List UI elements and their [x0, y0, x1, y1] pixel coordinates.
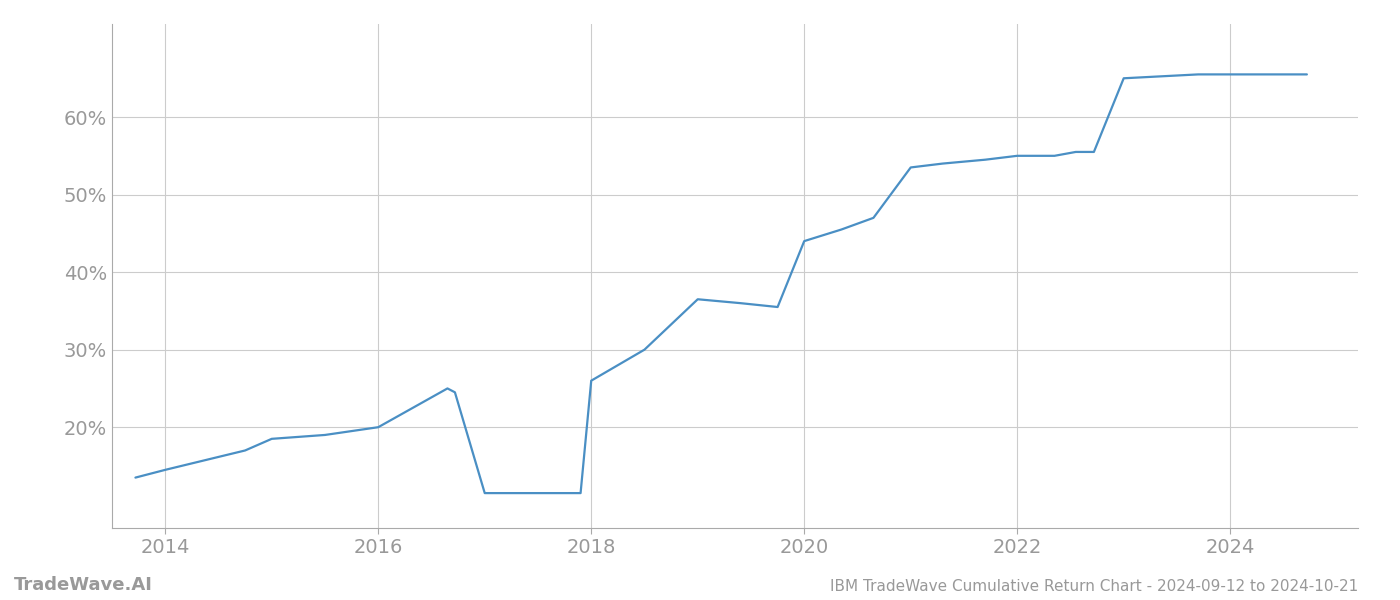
Text: IBM TradeWave Cumulative Return Chart - 2024-09-12 to 2024-10-21: IBM TradeWave Cumulative Return Chart - …	[830, 579, 1358, 594]
Text: TradeWave.AI: TradeWave.AI	[14, 576, 153, 594]
